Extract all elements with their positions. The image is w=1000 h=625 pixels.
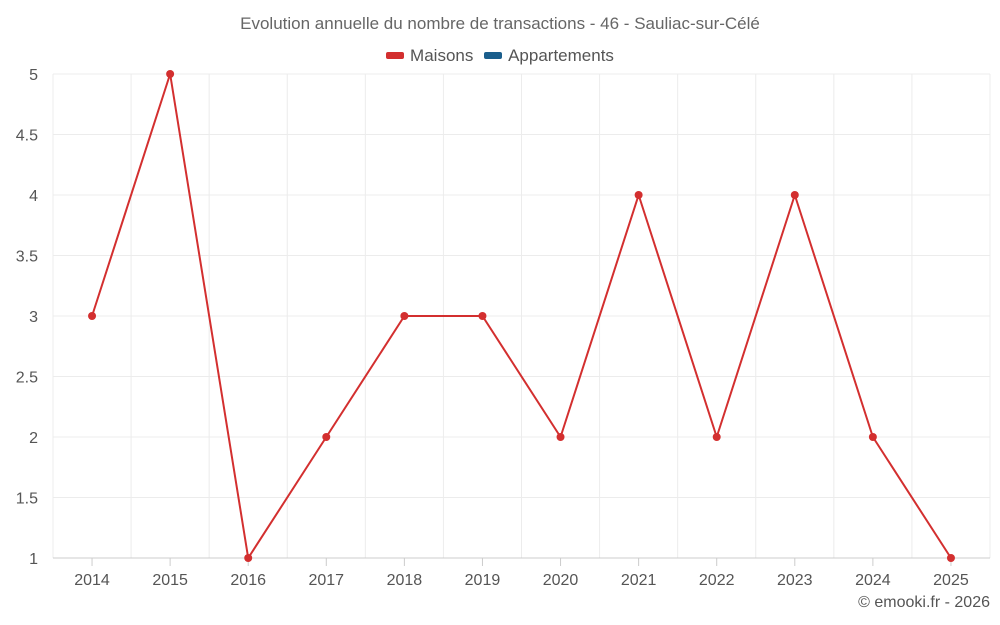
legend-swatch-appartements (484, 52, 503, 59)
x-tick-label: 2020 (543, 572, 579, 589)
legend-item-maisons[interactable]: Maisons (386, 46, 473, 66)
x-tick-label: 2017 (308, 572, 344, 589)
data-point (556, 433, 565, 441)
x-tick-label: 2024 (855, 572, 891, 589)
x-tick-label: 2014 (74, 572, 110, 589)
data-point (478, 312, 487, 320)
x-tick-label: 2021 (621, 572, 657, 589)
x-tick-label: 2019 (465, 572, 501, 589)
x-tick-label: 2022 (699, 572, 735, 589)
data-point (88, 312, 97, 320)
legend-label-appartements: Appartements (508, 45, 614, 65)
data-point (946, 554, 955, 562)
y-tick-label: 5 (29, 67, 38, 84)
chart-title: Evolution annuelle du nombre de transact… (240, 14, 760, 33)
y-tick-label: 4 (29, 188, 38, 205)
y-tick-label: 2 (29, 430, 38, 447)
x-tick-label: 2016 (230, 572, 266, 589)
data-point (322, 433, 331, 441)
y-tick-label: 4.5 (16, 128, 38, 145)
legend-item-appartements[interactable]: Appartements (484, 46, 614, 66)
x-tick-label: 2018 (387, 572, 423, 589)
data-point (712, 433, 721, 441)
y-tick-label: 3.5 (16, 249, 38, 266)
series-line-maisons (91, 73, 952, 559)
credit-text: © emooki.fr - 2026 (858, 594, 990, 611)
data-point (634, 191, 643, 199)
legend-label-maisons: Maisons (410, 45, 474, 65)
legend-swatch-maisons (386, 52, 405, 59)
data-point (244, 554, 253, 562)
data-point (868, 433, 877, 441)
y-tick-label: 2.5 (16, 370, 38, 387)
x-tick-label: 2015 (152, 572, 188, 589)
data-point (166, 70, 175, 78)
y-tick-label: 1.5 (16, 491, 38, 508)
x-tick-label: 2023 (777, 572, 813, 589)
x-tick-label: 2025 (933, 572, 969, 589)
y-tick-label: 1 (29, 551, 38, 568)
chart-legend: Maisons Appartements (0, 44, 1000, 66)
data-point (400, 312, 409, 320)
y-tick-label: 3 (29, 309, 38, 326)
data-point (790, 191, 799, 199)
